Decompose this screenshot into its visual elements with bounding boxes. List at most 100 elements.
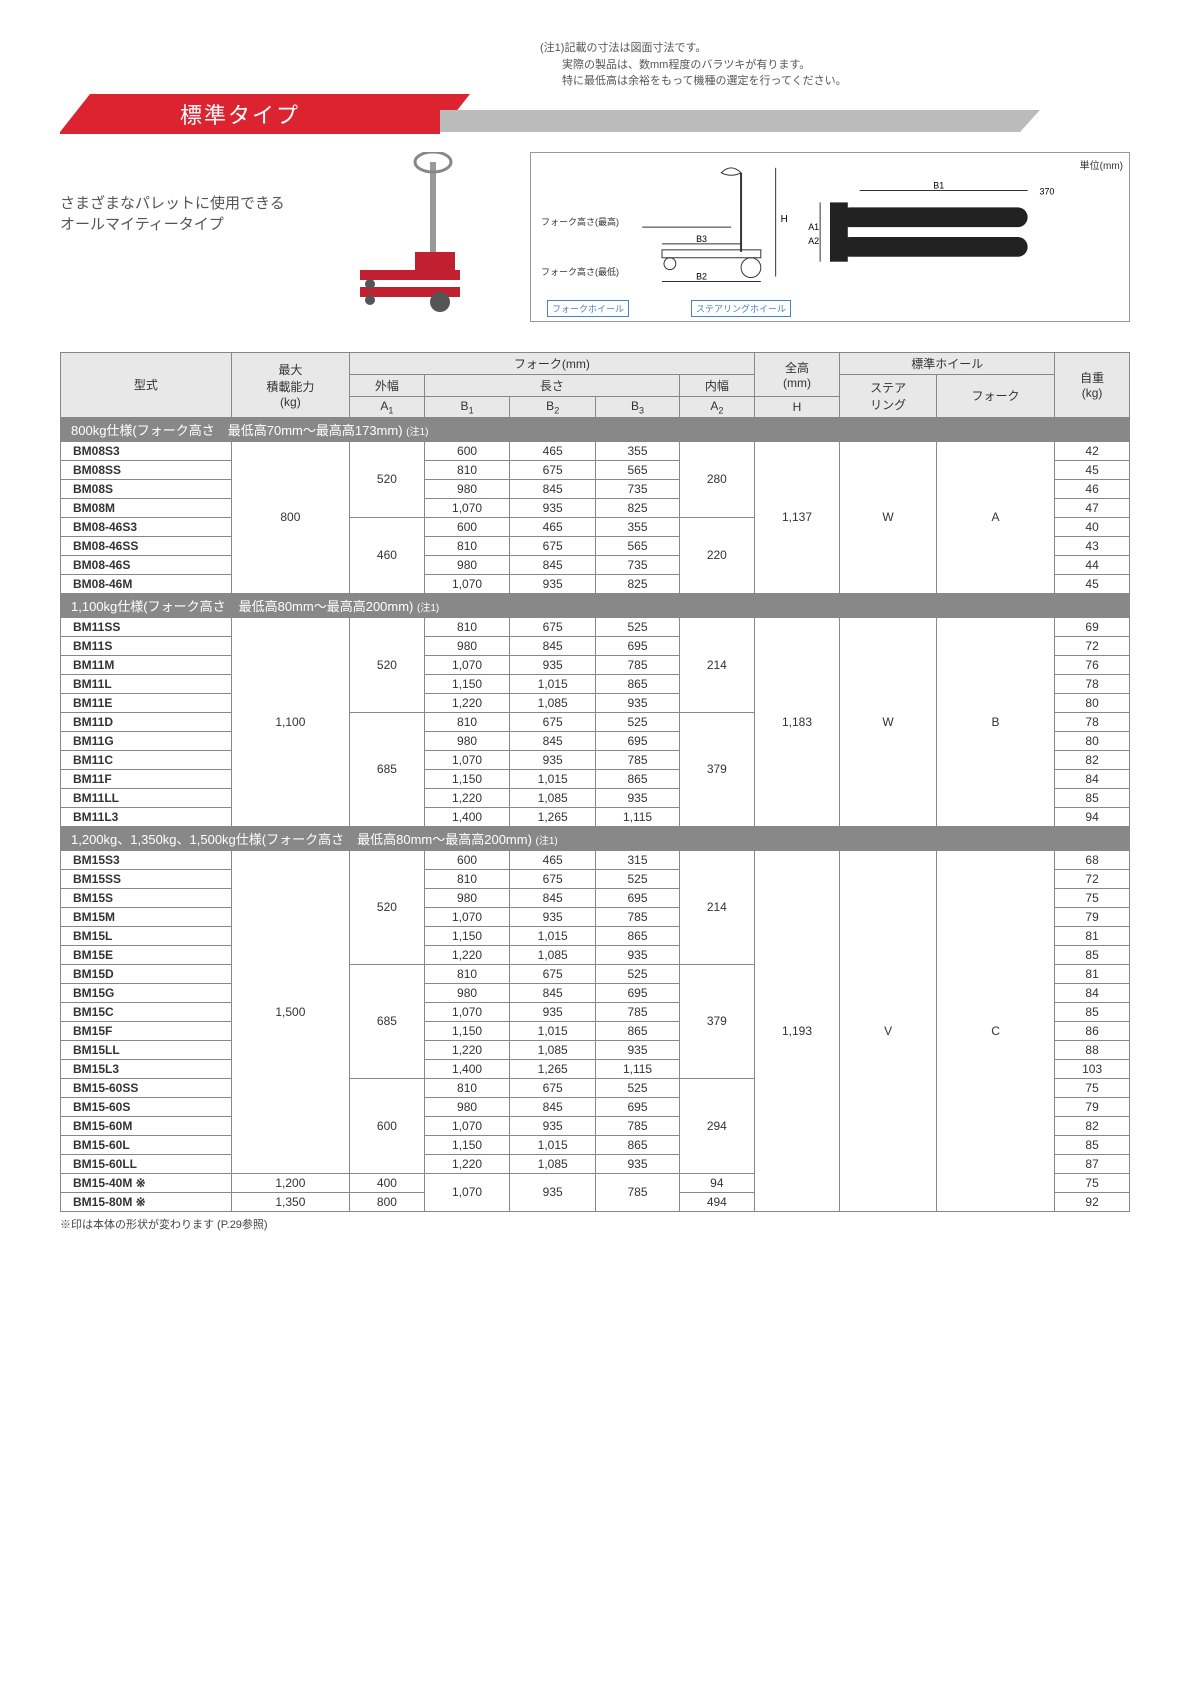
cell-model: BM08-46SS: [61, 536, 232, 555]
cell-b3: 865: [596, 926, 680, 945]
svg-text:A1: A1: [808, 222, 819, 232]
cell-model: BM08-46S: [61, 555, 232, 574]
cell-b1: 1,070: [424, 750, 510, 769]
cell-b3: 785: [596, 1116, 680, 1135]
cell-a2: 220: [680, 517, 755, 593]
cell-weight: 80: [1055, 693, 1130, 712]
cell-weight: 75: [1055, 888, 1130, 907]
cell-b2: 465: [510, 850, 596, 869]
cell-b3: 785: [596, 655, 680, 674]
cell-b1: 1,150: [424, 1135, 510, 1154]
cell-b1: 1,220: [424, 1040, 510, 1059]
cell-model: BM11F: [61, 769, 232, 788]
cell-b3: 695: [596, 983, 680, 1002]
cell-b1: 1,400: [424, 807, 510, 826]
cell-weight: 84: [1055, 983, 1130, 1002]
cell-b2: 675: [510, 869, 596, 888]
cell-b2: 1,085: [510, 693, 596, 712]
cell-model: BM15G: [61, 983, 232, 1002]
cell-b3: 695: [596, 1097, 680, 1116]
spec-table-body: 800kg仕様(フォーク高さ 最低高70mm～最高高173mm) (注1)BM0…: [61, 417, 1130, 1211]
cell-model: BM11C: [61, 750, 232, 769]
banner-title: 標準タイプ: [60, 94, 440, 134]
cell-b3: 935: [596, 693, 680, 712]
cell-a1: 685: [350, 964, 425, 1078]
cell-b2: 675: [510, 460, 596, 479]
th-weight: 自重 (kg): [1055, 352, 1130, 417]
cell-b2: 845: [510, 983, 596, 1002]
cell-a2: 280: [680, 441, 755, 517]
cell-weight: 92: [1055, 1192, 1130, 1211]
cell-weight: 45: [1055, 574, 1130, 593]
cell-weight: 103: [1055, 1059, 1130, 1078]
cell-b3: 825: [596, 498, 680, 517]
th-a2: A2: [680, 396, 755, 417]
cell-model: BM15-60SS: [61, 1078, 232, 1097]
cell-b1: 980: [424, 983, 510, 1002]
cell-weight: 84: [1055, 769, 1130, 788]
svg-text:370: 370: [1040, 186, 1055, 196]
svg-text:B3: B3: [696, 233, 707, 243]
cell-a1: 600: [350, 1078, 425, 1173]
cell-b3: 315: [596, 850, 680, 869]
cell-weight: 47: [1055, 498, 1130, 517]
cell-sw: W: [840, 441, 937, 593]
cell-model: BM08-46M: [61, 574, 232, 593]
cell-a1: 460: [350, 517, 425, 593]
cell-b2: 845: [510, 731, 596, 750]
cell-b2: 1,085: [510, 1040, 596, 1059]
cell-b3: 525: [596, 712, 680, 731]
cell-b3: 785: [596, 1173, 680, 1211]
cell-b2: 935: [510, 907, 596, 926]
cell-model: BM11D: [61, 712, 232, 731]
cell-b2: 845: [510, 636, 596, 655]
cell-b3: 785: [596, 907, 680, 926]
cell-weight: 46: [1055, 479, 1130, 498]
cell-b2: 935: [510, 655, 596, 674]
cell-b3: 525: [596, 617, 680, 636]
label-fork-low: フォーク高さ(最低): [541, 265, 619, 278]
cell-b2: 675: [510, 536, 596, 555]
th-b2: B2: [510, 396, 596, 417]
cell-b2: 675: [510, 1078, 596, 1097]
cell-model: BM08S3: [61, 441, 232, 460]
cell-model: BM15-60M: [61, 1116, 232, 1135]
cell-b2: 1,015: [510, 926, 596, 945]
cell-weight: 85: [1055, 1002, 1130, 1021]
hero-text: さまざまなパレットに使用できる オールマイティータイプ: [60, 152, 320, 234]
cell-weight: 75: [1055, 1173, 1130, 1192]
cell-a1: 685: [350, 712, 425, 826]
cell-b1: 980: [424, 555, 510, 574]
cell-b1: 1,220: [424, 1154, 510, 1173]
cell-b1: 600: [424, 517, 510, 536]
hero-line1: さまざまなパレットに使用できる: [60, 192, 320, 213]
cell-weight: 80: [1055, 731, 1130, 750]
cell-b1: 980: [424, 1097, 510, 1116]
cell-b3: 865: [596, 769, 680, 788]
cell-model: BM15F: [61, 1021, 232, 1040]
cell-weight: 85: [1055, 945, 1130, 964]
cell-b3: 525: [596, 1078, 680, 1097]
th-capacity: 最大 積載能力 (kg): [231, 352, 349, 417]
cell-b1: 1,070: [424, 1116, 510, 1135]
cell-b2: 935: [510, 1002, 596, 1021]
th-height: 全高 (mm): [754, 352, 840, 396]
spec-table: 型式 最大 積載能力 (kg) フォーク(mm) 全高 (mm) 標準ホイール …: [60, 352, 1130, 1212]
note-line3: 特に最低高は余裕をもって機種の選定を行ってください。: [540, 75, 847, 87]
section-header: 1,100kg仕様(フォーク高さ 最低高80mm～最高高200mm) (注1): [61, 593, 1130, 617]
cell-a1: 520: [350, 441, 425, 517]
cell-a2: 494: [680, 1192, 755, 1211]
cell-model: BM15-60L: [61, 1135, 232, 1154]
hero-line2: オールマイティータイプ: [60, 213, 320, 234]
cell-b2: 935: [510, 750, 596, 769]
cell-b2: 935: [510, 1173, 596, 1211]
section-header: 800kg仕様(フォーク高さ 最低高70mm～最高高173mm) (注1): [61, 417, 1130, 441]
cell-b3: 935: [596, 788, 680, 807]
cell-b1: 810: [424, 1078, 510, 1097]
cell-b1: 810: [424, 869, 510, 888]
cell-a2: 94: [680, 1173, 755, 1192]
cell-b1: 1,150: [424, 1021, 510, 1040]
cell-b1: 1,150: [424, 926, 510, 945]
label-steer-wheel: ステアリングホイール: [691, 300, 791, 317]
th-length: 長さ: [424, 374, 679, 396]
